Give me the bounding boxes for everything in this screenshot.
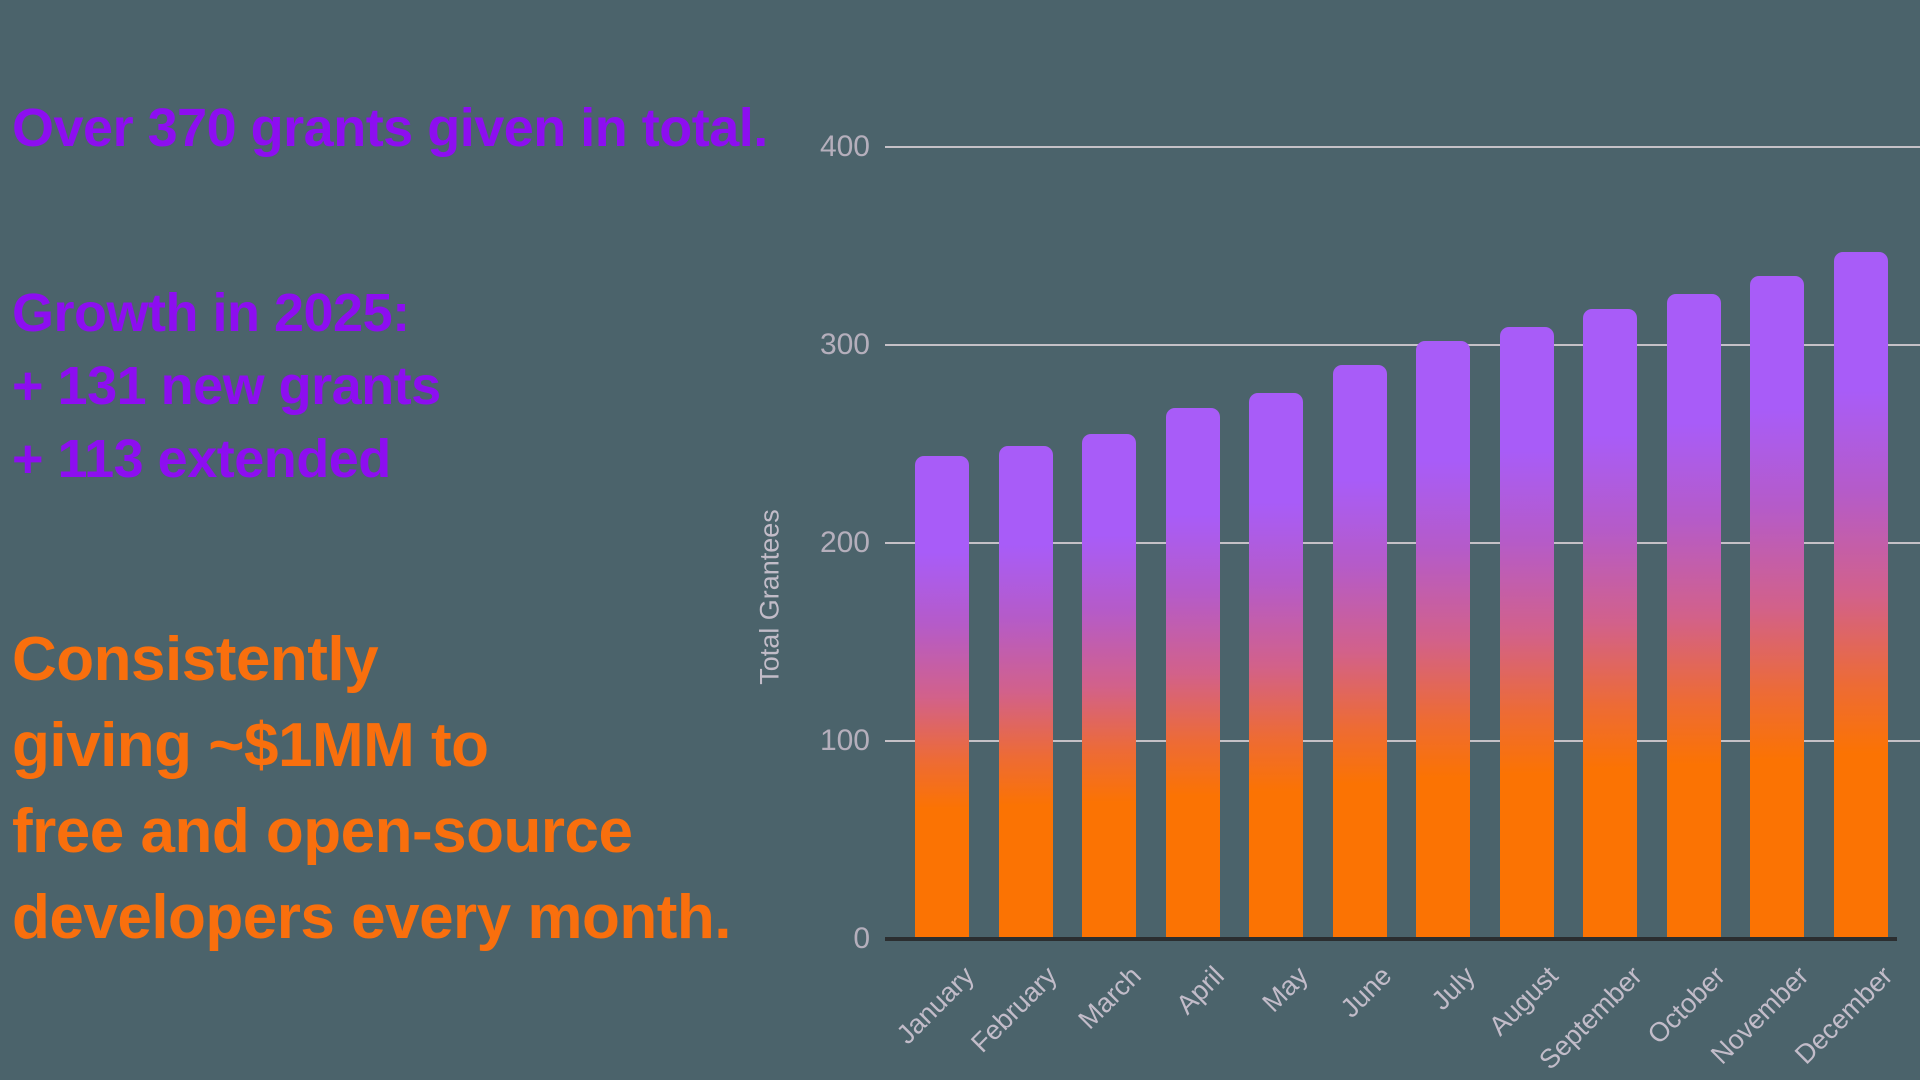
x-label-july: July [1425,960,1481,1016]
gridline-400 [885,146,1920,148]
growth-extended: + 113 extended [12,429,391,489]
bar-october [1666,293,1721,939]
bar-november [1750,275,1804,939]
giving-line-3: free and open-source [12,797,633,866]
bar-june [1332,364,1387,939]
gridline-300 [885,344,1920,346]
giving-line-2: giving ~$1MM to [12,711,489,780]
giving-line-4: developers every month. [12,883,732,952]
y-tick-label-400: 400 [819,130,870,163]
bar-september [1583,309,1637,939]
bar-july [1416,341,1470,939]
bar-april [1165,408,1220,939]
bar-february [998,445,1053,939]
growth-title: Growth in 2025: [12,283,410,343]
bar-january [915,455,969,939]
bar-march [1082,434,1136,939]
x-label-february: February [965,960,1064,1059]
x-label-april: April [1170,960,1231,1020]
gridline-100 [885,740,1920,742]
giving-line-1: Consistently [12,625,379,694]
x-label-august: August [1483,960,1565,1042]
x-axis-line [885,937,1897,941]
bar-august [1499,327,1554,939]
bar-may [1249,392,1303,939]
gridline-200 [885,542,1920,544]
bar-december [1833,251,1888,939]
y-tick-label-300: 300 [819,328,870,361]
x-label-may: May [1256,960,1314,1018]
x-label-march: March [1072,960,1147,1035]
growth-new-grants: + 131 new grants [12,356,441,416]
x-label-june: June [1334,960,1398,1024]
y-tick-label-200: 200 [819,526,870,559]
y-tick-label-100: 100 [819,724,870,757]
headline: Over 370 grants given in total. [12,98,768,158]
y-tick-label-0: 0 [853,922,870,955]
